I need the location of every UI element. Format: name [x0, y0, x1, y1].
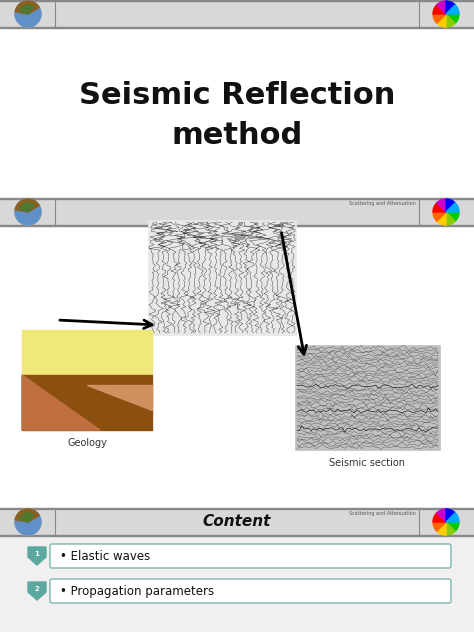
Bar [22, 330, 152, 430]
Polygon shape [22, 375, 100, 430]
Wedge shape [446, 522, 455, 535]
Bar [0, 536, 474, 632]
Wedge shape [446, 199, 455, 212]
Wedge shape [446, 14, 455, 27]
Wedge shape [433, 203, 446, 212]
Wedge shape [15, 509, 28, 535]
Text: Scattering and Attenuation: Scattering and Attenuation [349, 511, 416, 516]
Polygon shape [22, 375, 152, 430]
Text: Seismic section: Seismic section [329, 458, 405, 468]
Bar [0, 508, 474, 536]
Bar [0, 0, 474, 1]
Text: 2: 2 [35, 586, 39, 592]
Bar [0, 225, 474, 226]
Bar [0, 0, 474, 28]
Polygon shape [28, 582, 46, 600]
Bar [0, 198, 474, 199]
Text: Geology: Geology [67, 438, 107, 448]
Wedge shape [437, 199, 446, 212]
Wedge shape [446, 212, 455, 225]
Wedge shape [446, 5, 459, 14]
Bar [295, 345, 440, 450]
Text: Content: Content [203, 514, 271, 530]
Text: Scattering and Attenuation: Scattering and Attenuation [349, 201, 416, 206]
Text: • Elastic waves: • Elastic waves [60, 549, 150, 562]
Wedge shape [437, 1, 446, 14]
Text: method: method [172, 121, 302, 150]
FancyBboxPatch shape [50, 544, 451, 568]
Wedge shape [446, 522, 459, 531]
Bar [0, 198, 474, 226]
Wedge shape [446, 14, 459, 23]
Wedge shape [19, 513, 34, 522]
Bar [148, 220, 296, 335]
FancyBboxPatch shape [50, 579, 451, 603]
Wedge shape [19, 5, 34, 14]
Wedge shape [433, 522, 446, 531]
Wedge shape [446, 1, 455, 14]
Wedge shape [15, 199, 39, 212]
Bar [0, 535, 474, 536]
Wedge shape [15, 1, 39, 14]
Bar [0, 27, 474, 28]
Wedge shape [433, 5, 446, 14]
Wedge shape [15, 509, 39, 522]
Wedge shape [433, 212, 446, 221]
Circle shape [15, 1, 41, 27]
Bar [0, 508, 474, 509]
Polygon shape [87, 385, 152, 410]
Wedge shape [19, 203, 34, 212]
Wedge shape [446, 212, 459, 221]
Wedge shape [437, 522, 446, 535]
Wedge shape [437, 509, 446, 522]
Wedge shape [28, 1, 41, 27]
Text: Seismic Reflection: Seismic Reflection [79, 80, 395, 109]
Wedge shape [437, 14, 446, 27]
Wedge shape [433, 513, 446, 522]
Circle shape [15, 199, 41, 225]
Wedge shape [15, 1, 28, 27]
Text: • Propagation parameters: • Propagation parameters [60, 585, 214, 597]
Wedge shape [433, 14, 446, 23]
Circle shape [15, 509, 41, 535]
Text: 1: 1 [35, 551, 39, 557]
Wedge shape [446, 509, 455, 522]
Wedge shape [15, 199, 28, 225]
Polygon shape [28, 547, 46, 565]
Bar [22, 330, 152, 375]
Wedge shape [28, 199, 41, 225]
Wedge shape [446, 513, 459, 522]
Wedge shape [28, 509, 41, 535]
Wedge shape [437, 212, 446, 225]
Wedge shape [446, 203, 459, 212]
